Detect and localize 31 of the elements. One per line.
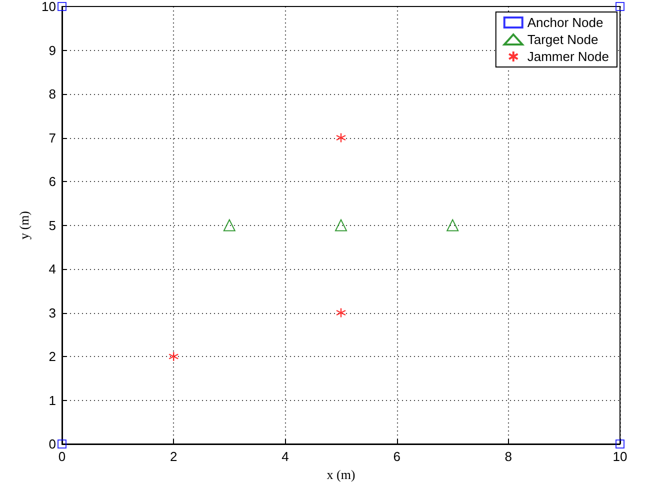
x-tick-label: 2 <box>170 449 178 464</box>
point <box>446 219 459 232</box>
x-tick-label: 6 <box>393 449 400 464</box>
y-tick-label: 2 <box>48 349 56 364</box>
x-tick-label: 4 <box>282 449 289 464</box>
y-tick-label: 4 <box>48 262 56 276</box>
y-tick-label: 5 <box>48 218 56 233</box>
y-tick-label: 1 <box>48 392 56 408</box>
y-tick-label: 8 <box>48 86 56 102</box>
x-tick-label: 10 <box>612 449 628 464</box>
point <box>58 2 66 11</box>
x-axis-title: x (m) <box>326 467 356 482</box>
point <box>335 219 347 232</box>
point <box>58 440 66 448</box>
y-axis-title: y (m) <box>16 210 32 240</box>
point <box>616 2 624 11</box>
y-tick-label: 6 <box>48 174 56 189</box>
legend-label: Jammer Node <box>527 49 610 64</box>
legend-label: Target Node <box>527 32 598 47</box>
y-tick-label: 3 <box>48 305 56 320</box>
y-tick-label: 0 <box>48 436 56 452</box>
point <box>223 219 236 232</box>
y-tick-label: 10 <box>42 0 56 14</box>
point <box>168 351 179 362</box>
y-tick-label: 9 <box>48 42 56 58</box>
x-tick-label: 8 <box>504 449 512 464</box>
x-tick-label: 0 <box>58 449 66 464</box>
point <box>336 308 346 318</box>
point <box>336 132 346 143</box>
y-tick-label: 7 <box>48 130 56 146</box>
legend-label: Anchor Node <box>527 15 604 30</box>
